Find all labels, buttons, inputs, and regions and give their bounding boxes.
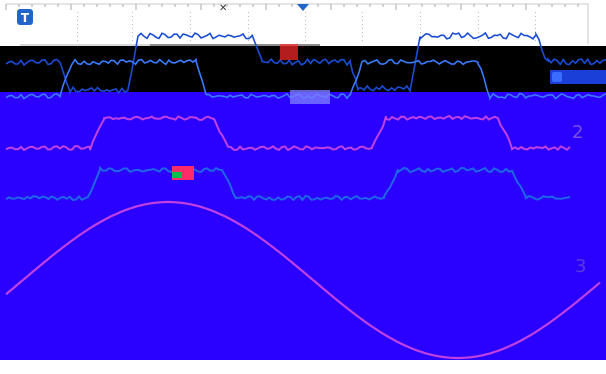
trigger-point-label: T: [21, 11, 30, 25]
channel-3-trace: [5, 165, 571, 202]
channel-4-trace: [5, 200, 601, 360]
graticule-ticks: [5, 4, 579, 41]
channel-2-marker-icon[interactable]: 2: [572, 122, 583, 143]
channel-3-marker-icon[interactable]: 3: [575, 256, 586, 277]
waveform-area: [0, 92, 606, 360]
trigger-position-arrow-icon[interactable]: [297, 4, 309, 11]
trace-artifact: [290, 90, 330, 104]
horizontal-marker-icon: ✕: [219, 3, 227, 14]
channel-1-marker-icon[interactable]: [550, 70, 606, 84]
trigger-point-icon[interactable]: T: [17, 9, 33, 25]
waveform-area-left-edge: [0, 92, 6, 360]
waveform-area-dark-left: [0, 62, 606, 92]
channel-1-trace: [5, 31, 606, 95]
bottom-strip: [0, 360, 606, 374]
channel-2-trace: [5, 114, 571, 152]
trace-artifact: [172, 172, 182, 178]
trace-artifact: [280, 44, 298, 60]
